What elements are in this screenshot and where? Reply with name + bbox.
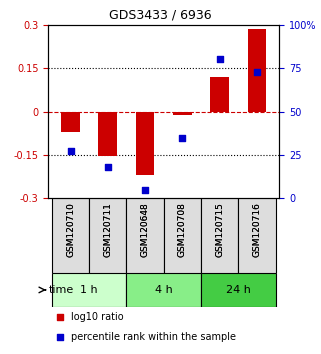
Point bbox=[68, 149, 73, 154]
FancyBboxPatch shape bbox=[52, 273, 126, 307]
Text: GSM120648: GSM120648 bbox=[141, 202, 150, 257]
FancyBboxPatch shape bbox=[126, 198, 164, 273]
Text: GSM120715: GSM120715 bbox=[215, 202, 224, 257]
Text: GSM120648: GSM120648 bbox=[141, 202, 150, 257]
FancyBboxPatch shape bbox=[164, 198, 201, 273]
Text: time: time bbox=[49, 285, 74, 295]
FancyBboxPatch shape bbox=[89, 198, 126, 273]
Point bbox=[180, 135, 185, 140]
Text: log10 ratio: log10 ratio bbox=[71, 312, 124, 322]
Text: GSM120711: GSM120711 bbox=[103, 202, 112, 257]
Text: GSM120708: GSM120708 bbox=[178, 202, 187, 257]
Text: GSM120708: GSM120708 bbox=[178, 202, 187, 257]
Text: GSM120710: GSM120710 bbox=[66, 202, 75, 257]
Point bbox=[266, 54, 271, 59]
Point bbox=[143, 187, 148, 193]
Text: 1 h: 1 h bbox=[80, 285, 98, 295]
Text: GSM120716: GSM120716 bbox=[252, 202, 261, 257]
Bar bbox=[99, 112, 117, 156]
FancyBboxPatch shape bbox=[238, 198, 275, 273]
Point bbox=[266, 234, 271, 240]
Text: GDS3433 / 6936: GDS3433 / 6936 bbox=[109, 9, 212, 22]
Point bbox=[254, 69, 259, 74]
FancyBboxPatch shape bbox=[52, 198, 89, 273]
Bar bbox=[247, 29, 266, 112]
Text: percentile rank within the sample: percentile rank within the sample bbox=[71, 332, 236, 342]
Bar bbox=[136, 112, 154, 175]
Text: GSM120716: GSM120716 bbox=[252, 202, 261, 257]
Point bbox=[105, 164, 110, 170]
Bar bbox=[61, 112, 80, 132]
FancyBboxPatch shape bbox=[201, 198, 238, 273]
Text: GSM120711: GSM120711 bbox=[103, 202, 112, 257]
Text: 4 h: 4 h bbox=[155, 285, 173, 295]
FancyBboxPatch shape bbox=[201, 273, 275, 307]
Point bbox=[217, 57, 222, 62]
Text: GSM120710: GSM120710 bbox=[66, 202, 75, 257]
Text: 24 h: 24 h bbox=[226, 285, 251, 295]
FancyBboxPatch shape bbox=[126, 273, 201, 307]
Bar bbox=[210, 77, 229, 112]
Text: GSM120715: GSM120715 bbox=[215, 202, 224, 257]
Bar bbox=[173, 112, 192, 115]
